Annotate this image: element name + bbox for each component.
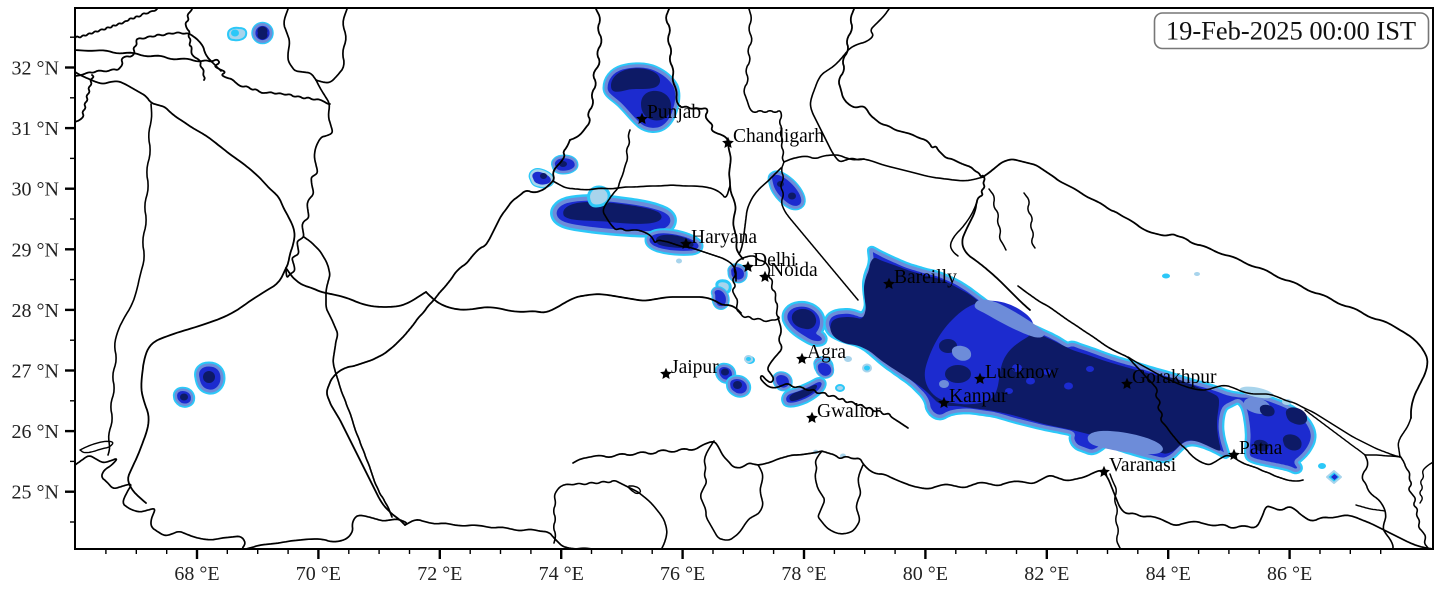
svg-text:84 °E: 84 °E (1146, 563, 1191, 585)
svg-text:Kanpur: Kanpur (949, 386, 1008, 407)
svg-text:70 °E: 70 °E (296, 563, 341, 585)
svg-text:Punjab: Punjab (647, 102, 701, 123)
svg-text:82 °E: 82 °E (1024, 563, 1069, 585)
svg-text:86 °E: 86 °E (1267, 563, 1312, 585)
svg-text:Delhi: Delhi (753, 250, 797, 271)
svg-text:Gorakhpur: Gorakhpur (1132, 367, 1217, 388)
svg-text:Lucknow: Lucknow (985, 362, 1059, 383)
svg-text:26 °N: 26 °N (12, 421, 59, 443)
svg-text:Haryana: Haryana (691, 227, 757, 248)
svg-text:Gwalior: Gwalior (817, 401, 881, 422)
svg-text:19-Feb-2025 00:00 IST: 19-Feb-2025 00:00 IST (1166, 16, 1416, 46)
svg-text:Jaipur: Jaipur (671, 357, 719, 378)
svg-text:31 °N: 31 °N (12, 118, 59, 140)
svg-text:72 °E: 72 °E (417, 563, 462, 585)
svg-text:76 °E: 76 °E (660, 563, 705, 585)
svg-text:Bareilly: Bareilly (894, 267, 957, 288)
svg-text:30 °N: 30 °N (12, 179, 59, 201)
svg-text:Noida: Noida (770, 260, 818, 281)
svg-text:74 °E: 74 °E (539, 563, 584, 585)
svg-text:78 °E: 78 °E (781, 563, 826, 585)
svg-text:Varanasi: Varanasi (1109, 455, 1177, 476)
svg-text:68 °E: 68 °E (174, 563, 219, 585)
svg-text:Chandigarh: Chandigarh (733, 126, 824, 147)
svg-text:32 °N: 32 °N (12, 58, 59, 80)
svg-text:29 °N: 29 °N (12, 239, 59, 261)
svg-text:80 °E: 80 °E (903, 563, 948, 585)
svg-text:27 °N: 27 °N (12, 361, 59, 383)
svg-text:Agra: Agra (807, 342, 846, 363)
svg-text:25 °N: 25 °N (12, 482, 59, 504)
svg-text:28 °N: 28 °N (12, 300, 59, 322)
svg-text:Patna: Patna (1239, 438, 1283, 459)
